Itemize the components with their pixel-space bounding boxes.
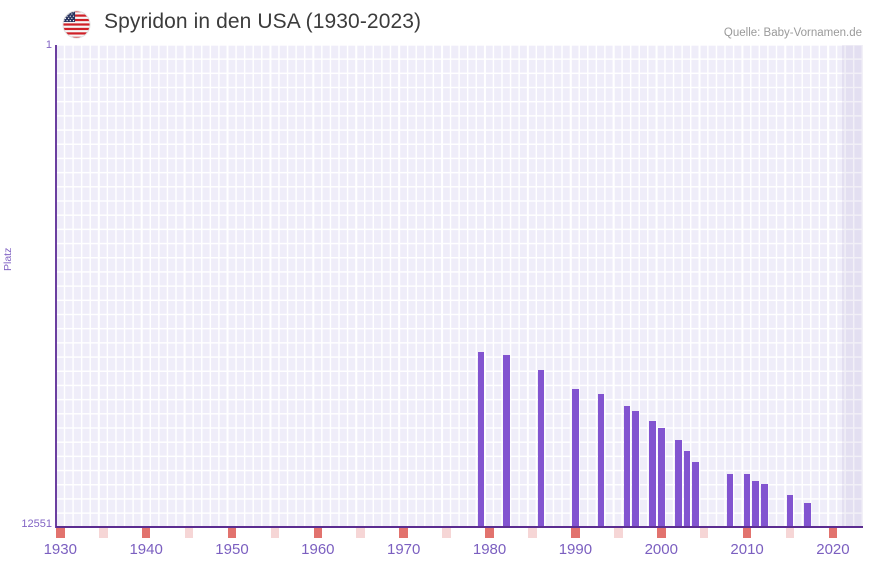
x-axis-tick-label: 1950 <box>215 541 249 558</box>
x-tick-major <box>485 528 494 538</box>
x-axis-tick-label: 2010 <box>730 541 764 558</box>
y-axis-bottom-label: 12551 <box>21 518 52 530</box>
grid-major <box>56 45 863 527</box>
bar <box>692 462 699 527</box>
x-tick-minor <box>528 528 537 538</box>
x-axis-tick-label: 1940 <box>129 541 163 558</box>
x-axis-tick-label: 1970 <box>387 541 421 558</box>
x-tick-minor <box>184 528 194 538</box>
x-tick-minor <box>442 528 451 538</box>
bar <box>537 369 545 527</box>
x-tick-major <box>742 528 752 538</box>
x-axis-tick-label: 2000 <box>644 541 678 558</box>
bar <box>675 440 682 527</box>
x-tick-major <box>656 528 666 538</box>
source-attribution: Quelle: Baby-Vornamen.de <box>723 27 862 39</box>
bar <box>803 503 811 527</box>
x-tick-minor <box>614 528 623 538</box>
x-tick-major <box>227 528 237 538</box>
x-axis-tick-label: 1930 <box>43 541 77 558</box>
bar <box>760 483 768 527</box>
x-tick-minor <box>785 528 795 538</box>
bar <box>657 427 665 527</box>
x-tick-major <box>828 528 838 538</box>
bar <box>786 495 794 527</box>
x-axis-tick-label: 2020 <box>816 541 850 558</box>
x-tick-minor <box>98 528 108 538</box>
x-axis-line <box>56 526 863 528</box>
bar <box>752 480 760 527</box>
x-tick-major <box>399 528 408 538</box>
x-axis-tick-label: 1960 <box>301 541 335 558</box>
y-axis-top-label: 1 <box>45 39 52 51</box>
bar <box>503 354 511 527</box>
bar <box>726 473 734 527</box>
x-axis-tick-label: 1990 <box>558 541 593 558</box>
x-tick-major <box>141 528 151 538</box>
x-tick-major <box>56 528 65 538</box>
plot-area <box>56 45 863 527</box>
x-tick-major <box>571 528 580 538</box>
bar <box>597 394 605 527</box>
y-axis-title: Platz <box>2 247 14 271</box>
x-tick-minor <box>356 528 366 538</box>
x-axis-labels: 1930 1940 1950 1960 1970 1980 1990 2000 2010 2020 <box>0 541 873 563</box>
bar <box>623 406 631 527</box>
bar <box>477 352 485 527</box>
chart-header: Spyridon in den USA (1930-2023) Quelle: … <box>0 0 873 45</box>
bar <box>649 421 656 527</box>
page-title: Spyridon in den USA (1930-2023) <box>104 10 422 33</box>
x-tick-minor <box>699 528 709 538</box>
usa-flag-icon <box>62 10 91 39</box>
x-axis-tick-label: 1980 <box>472 541 507 558</box>
x-tick-major <box>313 528 323 538</box>
y-axis-line <box>55 45 57 528</box>
x-tick-minor <box>270 528 280 538</box>
bar <box>743 473 751 527</box>
bar <box>632 410 639 527</box>
bar <box>572 389 579 527</box>
bar <box>683 451 691 527</box>
x-axis-tick-band <box>56 528 863 538</box>
